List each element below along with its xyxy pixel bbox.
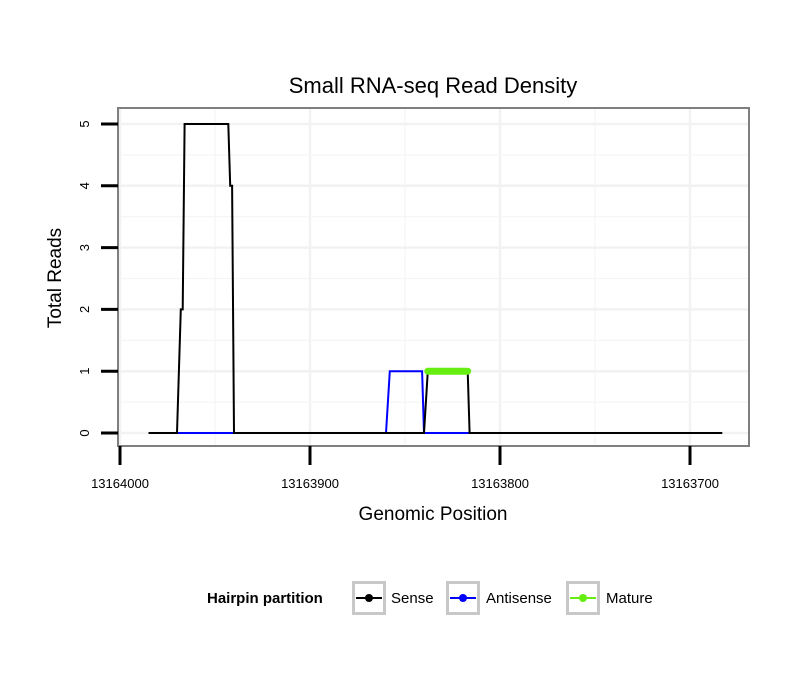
y-tick-label: 4 <box>77 182 92 189</box>
y-tick-label: 0 <box>77 429 92 436</box>
chart-title: Small RNA-seq Read Density <box>289 73 578 98</box>
x-tick-label: 13163900 <box>281 476 339 491</box>
x-tick-label: 13163800 <box>471 476 529 491</box>
legend-key-point <box>459 594 467 602</box>
legend-title: Hairpin partition <box>207 590 323 607</box>
y-tick-label: 2 <box>77 306 92 313</box>
legend-item-mature: Mature <box>566 581 653 615</box>
y-tick-label: 3 <box>77 244 92 251</box>
legend: Hairpin partition Sense Antisense Mature <box>207 581 653 615</box>
axes: 0 1 2 3 4 5 13164000 13163900 13163800 13163700 <box>77 120 719 491</box>
legend-key-point <box>579 594 587 602</box>
legend-label: Sense <box>391 590 434 607</box>
x-axis-label: Genomic Position <box>359 504 508 525</box>
legend-label: Mature <box>606 590 653 607</box>
legend-item-sense: Sense <box>352 581 434 615</box>
grid <box>118 108 749 446</box>
x-tick-label: 13163700 <box>661 476 719 491</box>
y-tick-label: 5 <box>77 120 92 127</box>
legend-label: Antisense <box>486 590 552 607</box>
legend-key-point <box>365 594 373 602</box>
series-layer <box>148 123 723 434</box>
x-tick-label: 13164000 <box>91 476 149 491</box>
legend-item-antisense: Antisense <box>446 581 552 615</box>
y-axis-label: Total Reads <box>45 228 66 328</box>
y-tick-label: 1 <box>77 368 92 375</box>
plot-panel-border <box>117 107 750 447</box>
